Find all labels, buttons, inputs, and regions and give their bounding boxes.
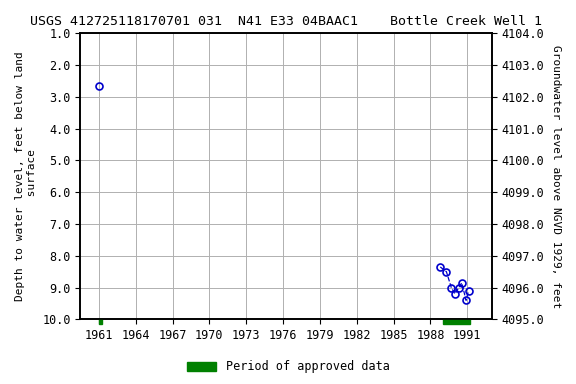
Bar — [99, 319, 102, 324]
Bar — [443, 319, 470, 324]
Title: USGS 412725118170701 031  N41 E33 04BAAC1    Bottle Creek Well 1: USGS 412725118170701 031 N41 E33 04BAAC1… — [30, 15, 542, 28]
Legend: Period of approved data: Period of approved data — [182, 356, 394, 378]
Y-axis label: Groundwater level above NGVD 1929, feet: Groundwater level above NGVD 1929, feet — [551, 45, 561, 308]
Y-axis label: Depth to water level, feet below land
 surface: Depth to water level, feet below land su… — [15, 51, 37, 301]
